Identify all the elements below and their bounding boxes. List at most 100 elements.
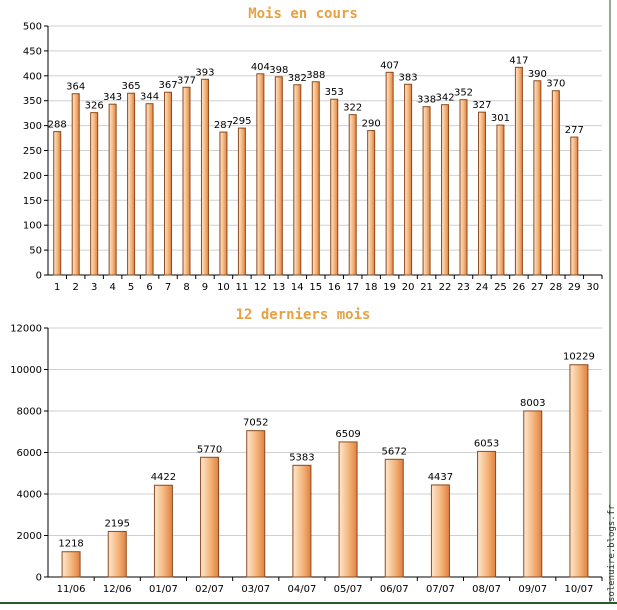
data-label: 364 [66, 82, 85, 93]
bar [441, 104, 450, 276]
data-label: 367 [158, 80, 177, 91]
x-tick-label: 10/07 [565, 584, 594, 595]
y-tick-label: 400 [23, 71, 42, 82]
data-label: 327 [472, 100, 491, 111]
bar [274, 76, 283, 276]
x-tick-label: 05/07 [334, 584, 363, 595]
x-tick-label: 12 [254, 282, 267, 293]
bar [477, 111, 486, 276]
x-tick-label: 15 [309, 282, 322, 293]
bar [200, 456, 220, 578]
x-tick-label: 11 [236, 282, 249, 293]
x-tick-label: 06/07 [380, 584, 409, 595]
x-tick-label: 3 [91, 282, 97, 293]
bar [71, 93, 80, 276]
y-tick-label: 500 [23, 22, 42, 33]
x-tick-label: 08/07 [472, 584, 501, 595]
data-label: 390 [528, 69, 547, 80]
bar [145, 103, 154, 276]
bar [293, 84, 302, 276]
y-tick-label: 8000 [17, 407, 42, 418]
x-tick-label: 10 [217, 282, 230, 293]
x-tick-label: 18 [365, 282, 378, 293]
x-tick-label: 12/06 [103, 584, 132, 595]
current-month-chart: Mois en cours 05010015020025030035040045… [23, 0, 611, 300]
bar [90, 112, 99, 276]
watermark-text: solenuire.blogs.fr [607, 504, 616, 602]
data-label: 8003 [520, 398, 545, 409]
x-tick-label: 03/07 [241, 584, 270, 595]
x-tick-label: 21 [420, 282, 433, 293]
x-tick-label: 9 [202, 282, 208, 293]
data-label: 10229 [563, 352, 595, 363]
data-label: 342 [435, 93, 454, 104]
bar [422, 106, 431, 276]
x-tick-label: 30 [586, 282, 599, 293]
bar [330, 98, 339, 276]
x-tick-label: 22 [439, 282, 452, 293]
bar [385, 71, 394, 276]
bar [551, 90, 560, 276]
bar [164, 91, 173, 276]
bar [219, 131, 228, 276]
data-label: 383 [399, 72, 418, 83]
x-tick-label: 26 [513, 282, 526, 293]
y-tick-label: 10000 [10, 365, 42, 376]
data-label: 407 [380, 60, 399, 71]
x-tick-label: 7 [165, 282, 171, 293]
x-tick-label: 28 [549, 282, 562, 293]
bar [311, 81, 320, 276]
bar [61, 551, 81, 578]
x-tick-label: 27 [531, 282, 544, 293]
bar [182, 86, 191, 276]
bar [246, 430, 266, 578]
watermark-logo: solenuire.blogs.fr [607, 504, 616, 602]
data-label: 4437 [428, 472, 453, 483]
x-tick-label: 16 [328, 282, 341, 293]
data-label: 370 [546, 79, 565, 90]
bar [367, 130, 376, 276]
data-label: 5672 [382, 446, 407, 457]
bar [514, 66, 523, 276]
data-label: 365 [122, 81, 141, 92]
bar [523, 410, 543, 578]
data-label: 352 [454, 88, 473, 99]
bar [292, 464, 312, 578]
data-label: 301 [491, 113, 510, 124]
data-label: 398 [269, 65, 288, 76]
x-tick-label: 09/07 [518, 584, 547, 595]
x-tick-label: 01/07 [149, 584, 178, 595]
x-tick-label: 07/07 [426, 584, 455, 595]
y-tick-label: 12000 [10, 324, 42, 335]
x-tick-label: 25 [494, 282, 507, 293]
x-tick-label: 5 [128, 282, 134, 293]
data-label: 338 [417, 95, 436, 106]
data-label: 344 [140, 92, 159, 103]
y-tick-label: 200 [23, 171, 42, 182]
y-tick-label: 4000 [17, 490, 42, 501]
x-tick-label: 04/07 [288, 584, 317, 595]
last-12-months-chart: 12 derniers mois 0 2000 4000 6000 8000 10000 1… [0, 300, 617, 604]
bar [53, 131, 62, 276]
bar [338, 441, 358, 578]
bar [237, 127, 246, 276]
data-label: 277 [565, 125, 584, 136]
x-tick-label: 24 [476, 282, 489, 293]
x-tick-label: 20 [402, 282, 415, 293]
bar [569, 364, 589, 578]
bar [533, 80, 542, 276]
data-label: 1218 [58, 539, 83, 550]
x-tick-label: 1 [54, 282, 60, 293]
x-tick-label: 02/07 [195, 584, 224, 595]
bar [430, 484, 450, 578]
data-label: 393 [195, 67, 214, 78]
bar [459, 99, 468, 276]
bar [570, 136, 579, 276]
y-tick-label: 350 [23, 96, 42, 107]
data-label: 353 [325, 87, 344, 98]
data-label: 290 [362, 119, 381, 130]
data-label: 388 [306, 70, 325, 81]
bar [108, 103, 117, 276]
x-tick-label: 11/06 [57, 584, 86, 595]
data-label: 5770 [197, 444, 222, 455]
